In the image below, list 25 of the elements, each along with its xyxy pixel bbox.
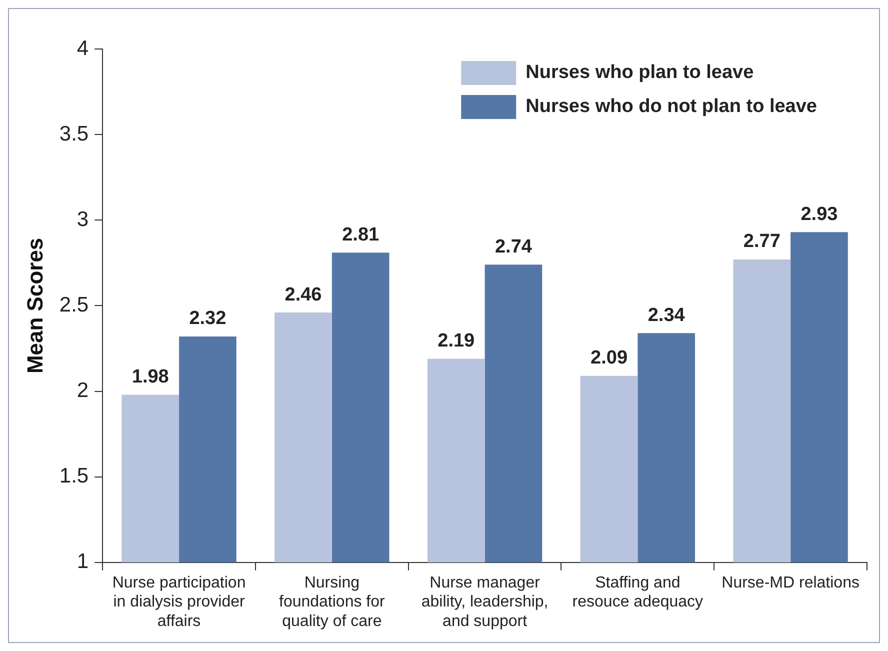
data-label: 2.93 xyxy=(800,204,838,225)
x-tick-label: Nurse-MD relations xyxy=(722,574,860,592)
data-label: 2.81 xyxy=(342,224,380,246)
y-tick-label: 2.5 xyxy=(59,293,89,316)
y-tick-label: 3.5 xyxy=(59,122,89,146)
x-tick-label: Nurse participation in dialysis provider affairs xyxy=(112,574,246,630)
data-label: 2.19 xyxy=(438,330,475,352)
y-tick-label: 1 xyxy=(76,550,89,574)
data-label: 2.09 xyxy=(590,348,628,369)
legend-label: Nurses who plan to leave xyxy=(526,62,754,84)
y-tick-label: 4 xyxy=(76,36,89,60)
y-tick-label: 1.5 xyxy=(59,464,89,488)
x-tick-label: Nurse manager ability, leadership, and support xyxy=(421,574,548,630)
data-label: 2.74 xyxy=(494,236,532,258)
data-label: 2.46 xyxy=(284,284,322,306)
x-tick-label: Staffing and resouce adequacy xyxy=(572,574,704,611)
data-label: 2.77 xyxy=(743,231,780,252)
y-tick-label: 2 xyxy=(76,379,89,402)
data-label: 2.32 xyxy=(189,308,226,330)
data-label: 2.34 xyxy=(648,304,686,326)
y-axis-title: Mean Scores xyxy=(22,238,48,374)
data-label: 1.98 xyxy=(132,366,169,388)
x-tick-label: Nursing foundations for quality of care xyxy=(278,574,386,630)
y-tick-label: 3 xyxy=(76,208,89,231)
legend-label: Nurses who do not plan to leave xyxy=(526,96,817,118)
